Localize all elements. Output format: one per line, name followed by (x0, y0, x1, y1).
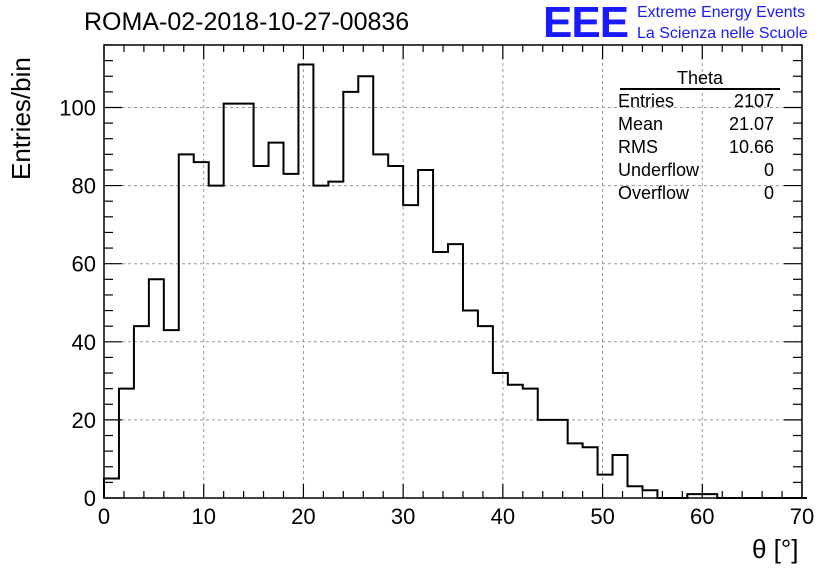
x-tick-label: 10 (191, 504, 215, 529)
histogram-bin (463, 311, 478, 498)
plot-frame (103, 44, 803, 499)
histogram-bin (523, 389, 538, 498)
stats-value: 0 (763, 160, 774, 180)
histogram-bin (194, 162, 209, 498)
stats-row-mean: Mean 21.07 (610, 113, 780, 136)
histogram-bin (343, 92, 358, 498)
histogram-bin (433, 252, 448, 498)
histogram-bin (224, 104, 239, 498)
stats-label: Entries (618, 91, 675, 111)
stats-value: 0 (763, 183, 774, 203)
histogram-bin (568, 443, 583, 498)
histogram-bin (239, 104, 254, 498)
stats-title: Theta (620, 68, 780, 90)
histogram-bin (298, 65, 313, 498)
y-tick-label: 100 (59, 95, 96, 120)
y-tick-label: 60 (72, 252, 96, 277)
stats-value: 2107 (733, 91, 774, 111)
tick-labels: 0 10 20 30 40 50 60 70 0 20 40 60 80 100 (59, 95, 814, 529)
histogram-bin (134, 326, 149, 498)
histogram-bin (478, 326, 493, 498)
histogram-bin (403, 205, 418, 498)
stats-label: Overflow (618, 183, 690, 203)
histogram-bin (613, 455, 628, 498)
x-tick-label: 50 (590, 504, 614, 529)
stats-row-overflow: Overflow 0 (610, 182, 780, 205)
histogram-bin (508, 385, 523, 498)
histogram-bin (388, 166, 403, 498)
x-tick-label: 0 (98, 504, 110, 529)
histogram-bin (538, 420, 553, 498)
histogram-bin (119, 389, 134, 498)
histogram-bin (179, 154, 194, 498)
x-tick-label: 20 (291, 504, 315, 529)
x-tick-label: 60 (690, 504, 714, 529)
histogram-bin (448, 244, 463, 498)
stats-label: RMS (618, 137, 658, 157)
x-tick-label: 40 (491, 504, 515, 529)
chart-title: ROMA-02-2018-10-27-00836 (84, 8, 410, 36)
histogram-bin (553, 420, 568, 498)
eee-logo-icon: EEE (543, 0, 629, 47)
histogram-bin (328, 182, 343, 498)
histogram-bin (493, 373, 508, 498)
histogram-bin (373, 154, 388, 498)
histogram-bin (628, 486, 643, 498)
stats-row-rms: RMS 10.66 (610, 136, 780, 159)
histogram-bin (313, 186, 328, 498)
histogram-series (103, 63, 807, 499)
y-tick-label: 20 (72, 408, 96, 433)
x-tick-label: 70 (790, 504, 814, 529)
axis-ticks (103, 44, 803, 499)
x-tick-label: 30 (391, 504, 415, 529)
stats-value: 10.66 (728, 137, 774, 157)
histogram-bin (283, 174, 298, 498)
logo-text-line2: La Scienza nelle Scuole (637, 25, 808, 42)
histogram-bin (209, 186, 224, 498)
histogram-bin (583, 447, 598, 498)
y-axis-label: Entries/bin (6, 57, 36, 180)
histogram-bin (598, 475, 613, 498)
histogram-bin (358, 76, 373, 498)
x-axis-label: θ [°] (752, 534, 799, 564)
stats-label: Mean (618, 114, 664, 134)
y-tick-label: 40 (72, 330, 96, 355)
histogram-bin (254, 166, 269, 498)
stats-box: Theta Entries 2107 Mean 21.07 RMS 10.66 … (610, 68, 780, 205)
logo-text-line1: Extreme Energy Events (637, 4, 806, 21)
histogram-bin (642, 490, 657, 498)
y-tick-label: 80 (72, 174, 96, 199)
histogram-bin (149, 279, 164, 498)
histogram-bin (104, 478, 119, 498)
stats-label: Underflow (618, 160, 700, 180)
stats-row-entries: Entries 2107 (610, 90, 780, 113)
y-tick-label: 0 (84, 486, 96, 511)
histogram-bin (164, 330, 179, 498)
histogram-line (103, 63, 807, 499)
stats-row-underflow: Underflow 0 (610, 159, 780, 182)
histogram-bin (418, 170, 433, 498)
histogram-bin (269, 143, 284, 498)
stats-value: 21.07 (728, 114, 774, 134)
